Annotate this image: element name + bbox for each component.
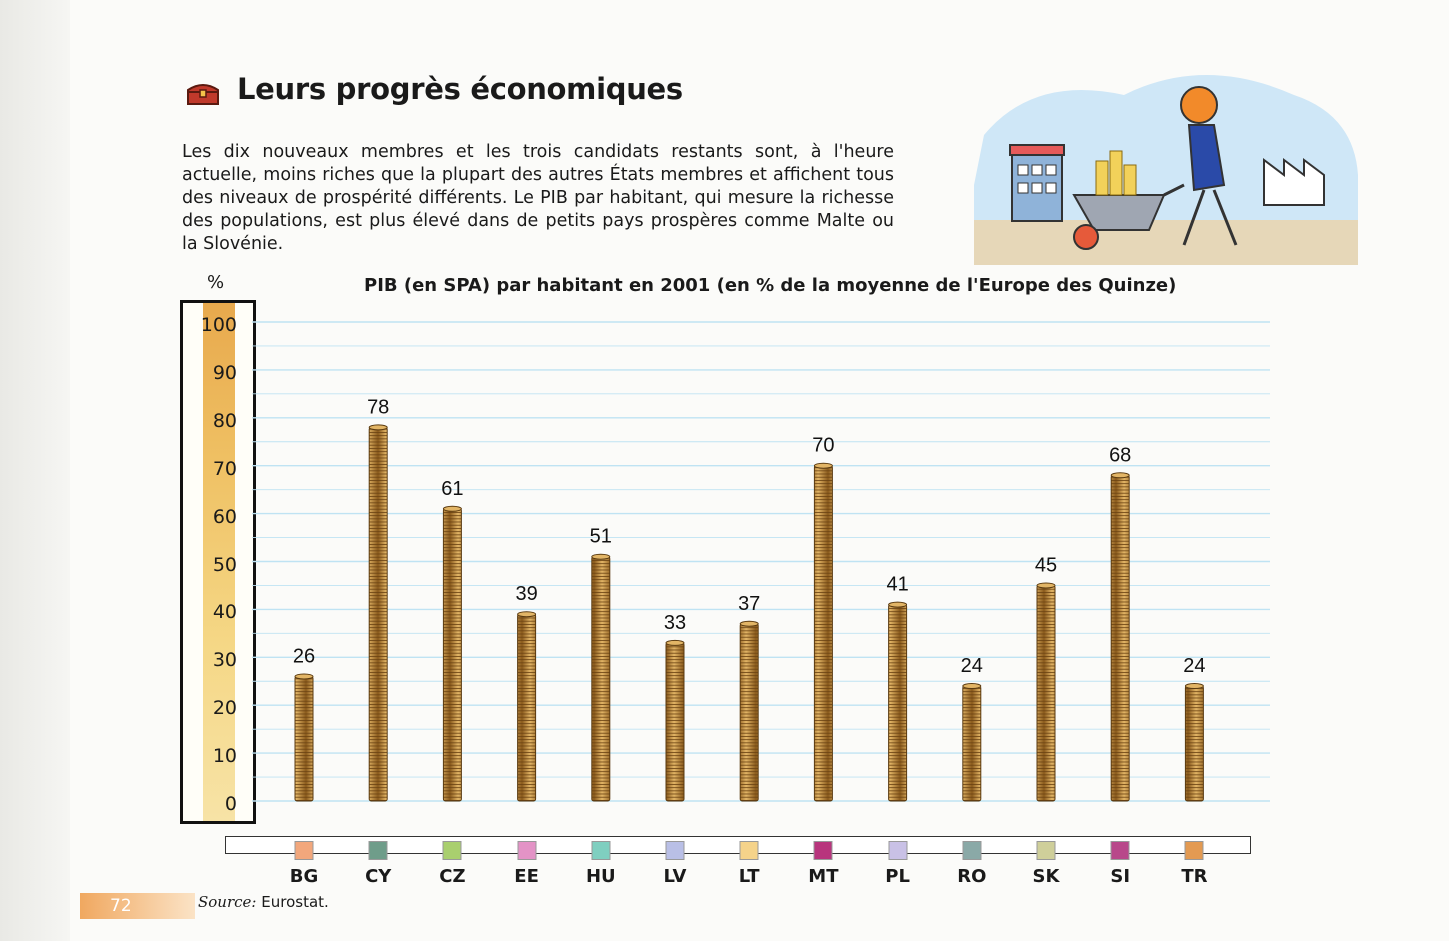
y-tick-label: 70 (212, 457, 237, 480)
legend-swatch-sk (1036, 841, 1056, 860)
bar-pl (888, 604, 908, 802)
bar-ee (517, 613, 537, 802)
data-label: 61 (441, 478, 463, 500)
data-label: 39 (515, 583, 537, 605)
page-gutter (0, 0, 70, 941)
x-tick-label: TR (1181, 866, 1208, 887)
x-tick-label: RO (957, 866, 987, 887)
data-label: 68 (1109, 444, 1131, 466)
bar-cap (1036, 582, 1056, 589)
bar-cy (368, 426, 388, 802)
x-tick-label: CY (365, 866, 392, 887)
legend-swatch-tr (1184, 841, 1204, 860)
bar-lv (665, 642, 685, 802)
wheelbarrow-coins-illustration (974, 75, 1358, 265)
bar-si (1110, 474, 1130, 802)
page-title: Leurs progrès économiques (237, 72, 683, 106)
bar-cap (1184, 683, 1204, 690)
y-tick-label: 90 (212, 361, 237, 384)
y-tick-label: 30 (212, 649, 237, 672)
y-tick-label: 60 (212, 505, 237, 528)
bar-cap (739, 620, 759, 627)
x-tick-label: LT (738, 866, 760, 887)
data-label: 33 (664, 612, 686, 634)
x-tick-label: MT (808, 866, 839, 887)
bar-cap (962, 683, 982, 690)
bar-lt (739, 623, 759, 802)
legend-swatch-ro (962, 841, 982, 860)
x-tick-label: SI (1110, 866, 1131, 887)
chart-title: PIB (en SPA) par habitant en 2001 (en % … (364, 275, 1177, 296)
bar-sk (1036, 584, 1056, 802)
y-tick-label: 0 (224, 793, 237, 815)
data-label: 51 (590, 526, 612, 548)
data-label: 41 (886, 574, 908, 596)
y-tick-label: 50 (212, 553, 237, 576)
bar-cap (442, 505, 462, 512)
bar-cap (665, 639, 685, 646)
data-label: 45 (1035, 554, 1057, 576)
x-tick-label: PL (885, 866, 910, 887)
legend-swatch-si (1110, 841, 1130, 860)
y-tick-label: 20 (212, 697, 237, 720)
legend-swatch-bg (294, 841, 314, 860)
bar-cz (442, 508, 462, 802)
data-label: 37 (738, 593, 760, 615)
x-tick-label: SK (1032, 866, 1060, 887)
legend-swatch-mt (813, 841, 833, 860)
legend-swatch-cz (442, 841, 462, 860)
bar-cap (591, 553, 611, 560)
bar-bg (294, 675, 314, 802)
bar-cap (813, 462, 833, 469)
bar-cap (517, 611, 537, 618)
x-tick-label: CZ (439, 866, 466, 887)
legend-swatch-ee (517, 841, 537, 860)
y-tick-label: 100 (200, 314, 237, 336)
bar-ro (962, 685, 982, 802)
legend-swatch-lv (665, 841, 685, 860)
legend-swatch-hu (591, 841, 611, 860)
intro-paragraph: Les dix nouveaux membres et les trois ca… (182, 142, 894, 254)
data-label: 70 (812, 435, 834, 457)
x-tick-label: LV (663, 866, 687, 887)
x-tick-label: EE (514, 866, 539, 887)
y-tick-label: 80 (212, 409, 237, 432)
bar-hu (591, 556, 611, 802)
legend-strip (225, 836, 1251, 854)
legend-swatch-lt (739, 841, 759, 860)
y-axis-unit: % (207, 272, 225, 293)
bar-cap (368, 424, 388, 431)
x-tick-label: HU (585, 866, 616, 887)
y-tick-label: 40 (212, 601, 237, 624)
data-label: 78 (367, 396, 389, 418)
legend-swatch-cy (368, 841, 388, 860)
bar-cap (888, 601, 908, 608)
x-tick-label: BG (289, 866, 319, 887)
data-label: 24 (1183, 655, 1205, 677)
bar-cap (1110, 472, 1130, 479)
treasure-chest-icon (187, 84, 219, 105)
bar-cap (294, 673, 314, 680)
y-tick-label: 10 (212, 745, 237, 768)
data-label: 26 (293, 645, 315, 667)
bar-tr (1184, 685, 1204, 802)
source-note: Source: Eurostat. (198, 893, 329, 911)
data-label: 24 (961, 655, 983, 677)
page-number: 72 (80, 893, 195, 919)
y-scale-panel: 0 10 20 30 40 50 60 70 80 90 100 (180, 300, 256, 824)
legend-swatch-pl (888, 841, 908, 860)
bar-mt (813, 465, 833, 802)
y-scale-gradient-band (203, 303, 235, 821)
